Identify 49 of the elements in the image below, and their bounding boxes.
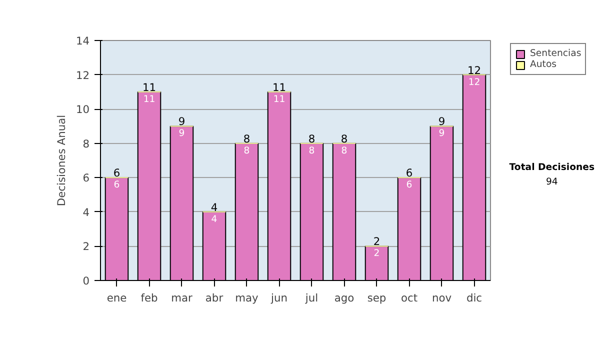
total-label: 11 bbox=[142, 80, 156, 94]
x-tick-label: abr bbox=[205, 292, 224, 304]
y-tick-label: 6 bbox=[82, 172, 90, 185]
y-tick-label: 2 bbox=[82, 240, 90, 254]
y-tick-label: 4 bbox=[82, 206, 90, 219]
y-tick-label: 10 bbox=[76, 103, 90, 116]
x-tick-label: mar bbox=[171, 292, 194, 304]
data-label: 8 bbox=[341, 145, 348, 156]
data-label: 8 bbox=[244, 145, 250, 156]
legend-label: Autos bbox=[530, 59, 557, 70]
x-tick-label: feb bbox=[140, 292, 158, 304]
total-label: 6 bbox=[406, 166, 413, 180]
y-tick-label: 8 bbox=[82, 137, 90, 150]
data-label: 9 bbox=[438, 128, 445, 140]
x-tick-label: jun bbox=[270, 292, 288, 304]
total-label: 2 bbox=[373, 235, 380, 248]
x-tick-label: ago bbox=[334, 292, 354, 304]
total-label: 9 bbox=[178, 115, 186, 128]
data-label: 12 bbox=[468, 76, 480, 88]
total-label: 9 bbox=[438, 115, 446, 128]
text: 94 bbox=[546, 176, 558, 188]
y-axis-title: Decisiones Anual bbox=[54, 114, 68, 206]
total-label: 8 bbox=[308, 132, 316, 146]
x-tick-label: oct bbox=[400, 292, 418, 304]
data-label: 11 bbox=[273, 94, 286, 105]
y-tick-label: 14 bbox=[76, 34, 90, 48]
total-label: 8 bbox=[243, 132, 250, 146]
x-tick-label: jul bbox=[304, 292, 318, 304]
x-tick-label: dic bbox=[466, 292, 482, 304]
legend-label: Sentencias bbox=[530, 48, 582, 59]
x-tick-label: may bbox=[235, 292, 258, 304]
data-label: 9 bbox=[178, 128, 185, 140]
total-label: 11 bbox=[272, 80, 286, 94]
data-label: 2 bbox=[374, 248, 380, 260]
total-label: 12 bbox=[467, 64, 482, 77]
data-label: 4 bbox=[211, 214, 218, 225]
data-label: 6 bbox=[406, 180, 412, 191]
data-label: 8 bbox=[308, 145, 315, 156]
y-tick-label: 0 bbox=[82, 274, 90, 288]
x-tick-label: ene bbox=[106, 292, 127, 304]
x-tick-label: nov bbox=[432, 292, 452, 304]
total-label: 4 bbox=[210, 200, 218, 214]
data-label: 11 bbox=[143, 94, 156, 105]
text: Total Decisiones bbox=[509, 162, 595, 174]
data-label: 6 bbox=[114, 180, 120, 191]
total-label: 8 bbox=[340, 132, 348, 146]
total-label: 6 bbox=[113, 166, 120, 180]
y-tick-label: 12 bbox=[76, 68, 90, 82]
x-tick-label: sep bbox=[367, 292, 386, 304]
